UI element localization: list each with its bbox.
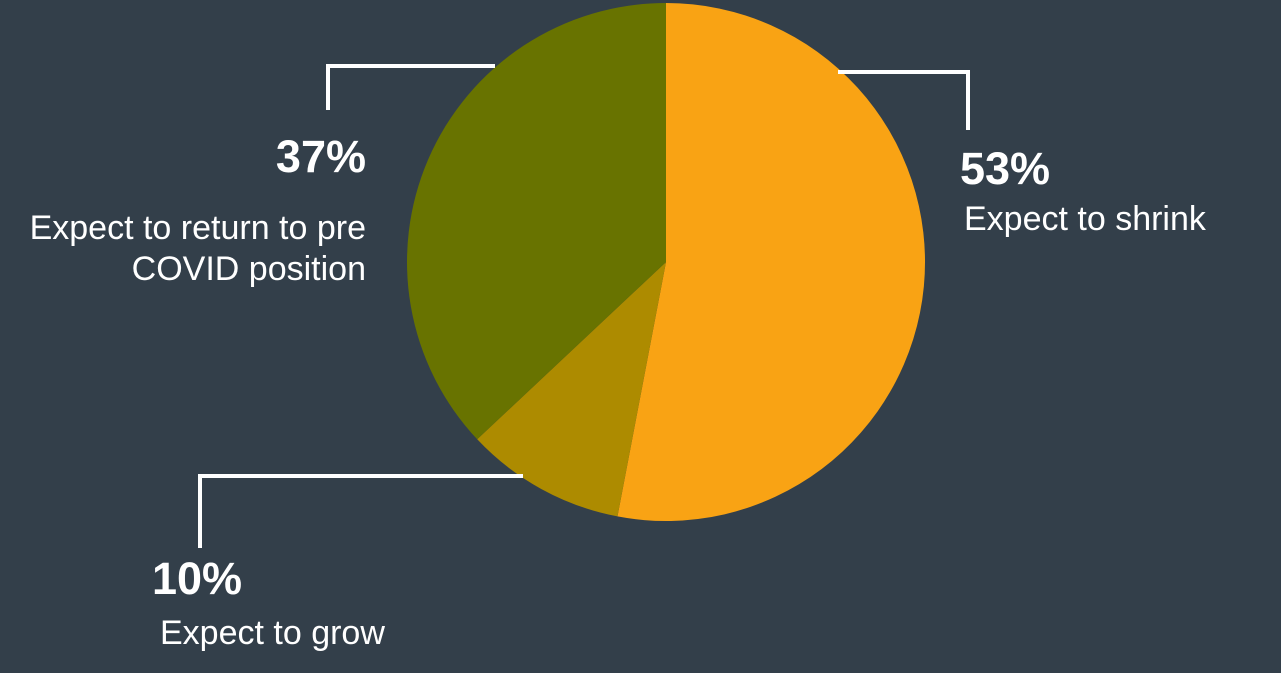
slice-label-shrink-percent: 53%	[960, 143, 1051, 194]
slice-label-return-percent: 37%	[275, 131, 366, 182]
leader-line-grow	[198, 474, 523, 548]
slice-label-return-description: Expect to return to pre COVID position	[29, 209, 366, 288]
pie-slice-shrink	[617, 2, 926, 521]
pie-slice-grow	[477, 262, 666, 517]
leader-line-shrink	[838, 70, 970, 130]
pie-slices	[407, 2, 926, 521]
slice-label-shrink-description: Expect to shrink	[964, 200, 1206, 238]
slice-label-grow-percent: 10%	[152, 553, 243, 604]
slice-label-grow-description: Expect to grow	[160, 614, 385, 652]
leader-lines	[198, 64, 970, 548]
leader-line-return	[326, 64, 495, 110]
pie-slice-return	[407, 3, 666, 440]
